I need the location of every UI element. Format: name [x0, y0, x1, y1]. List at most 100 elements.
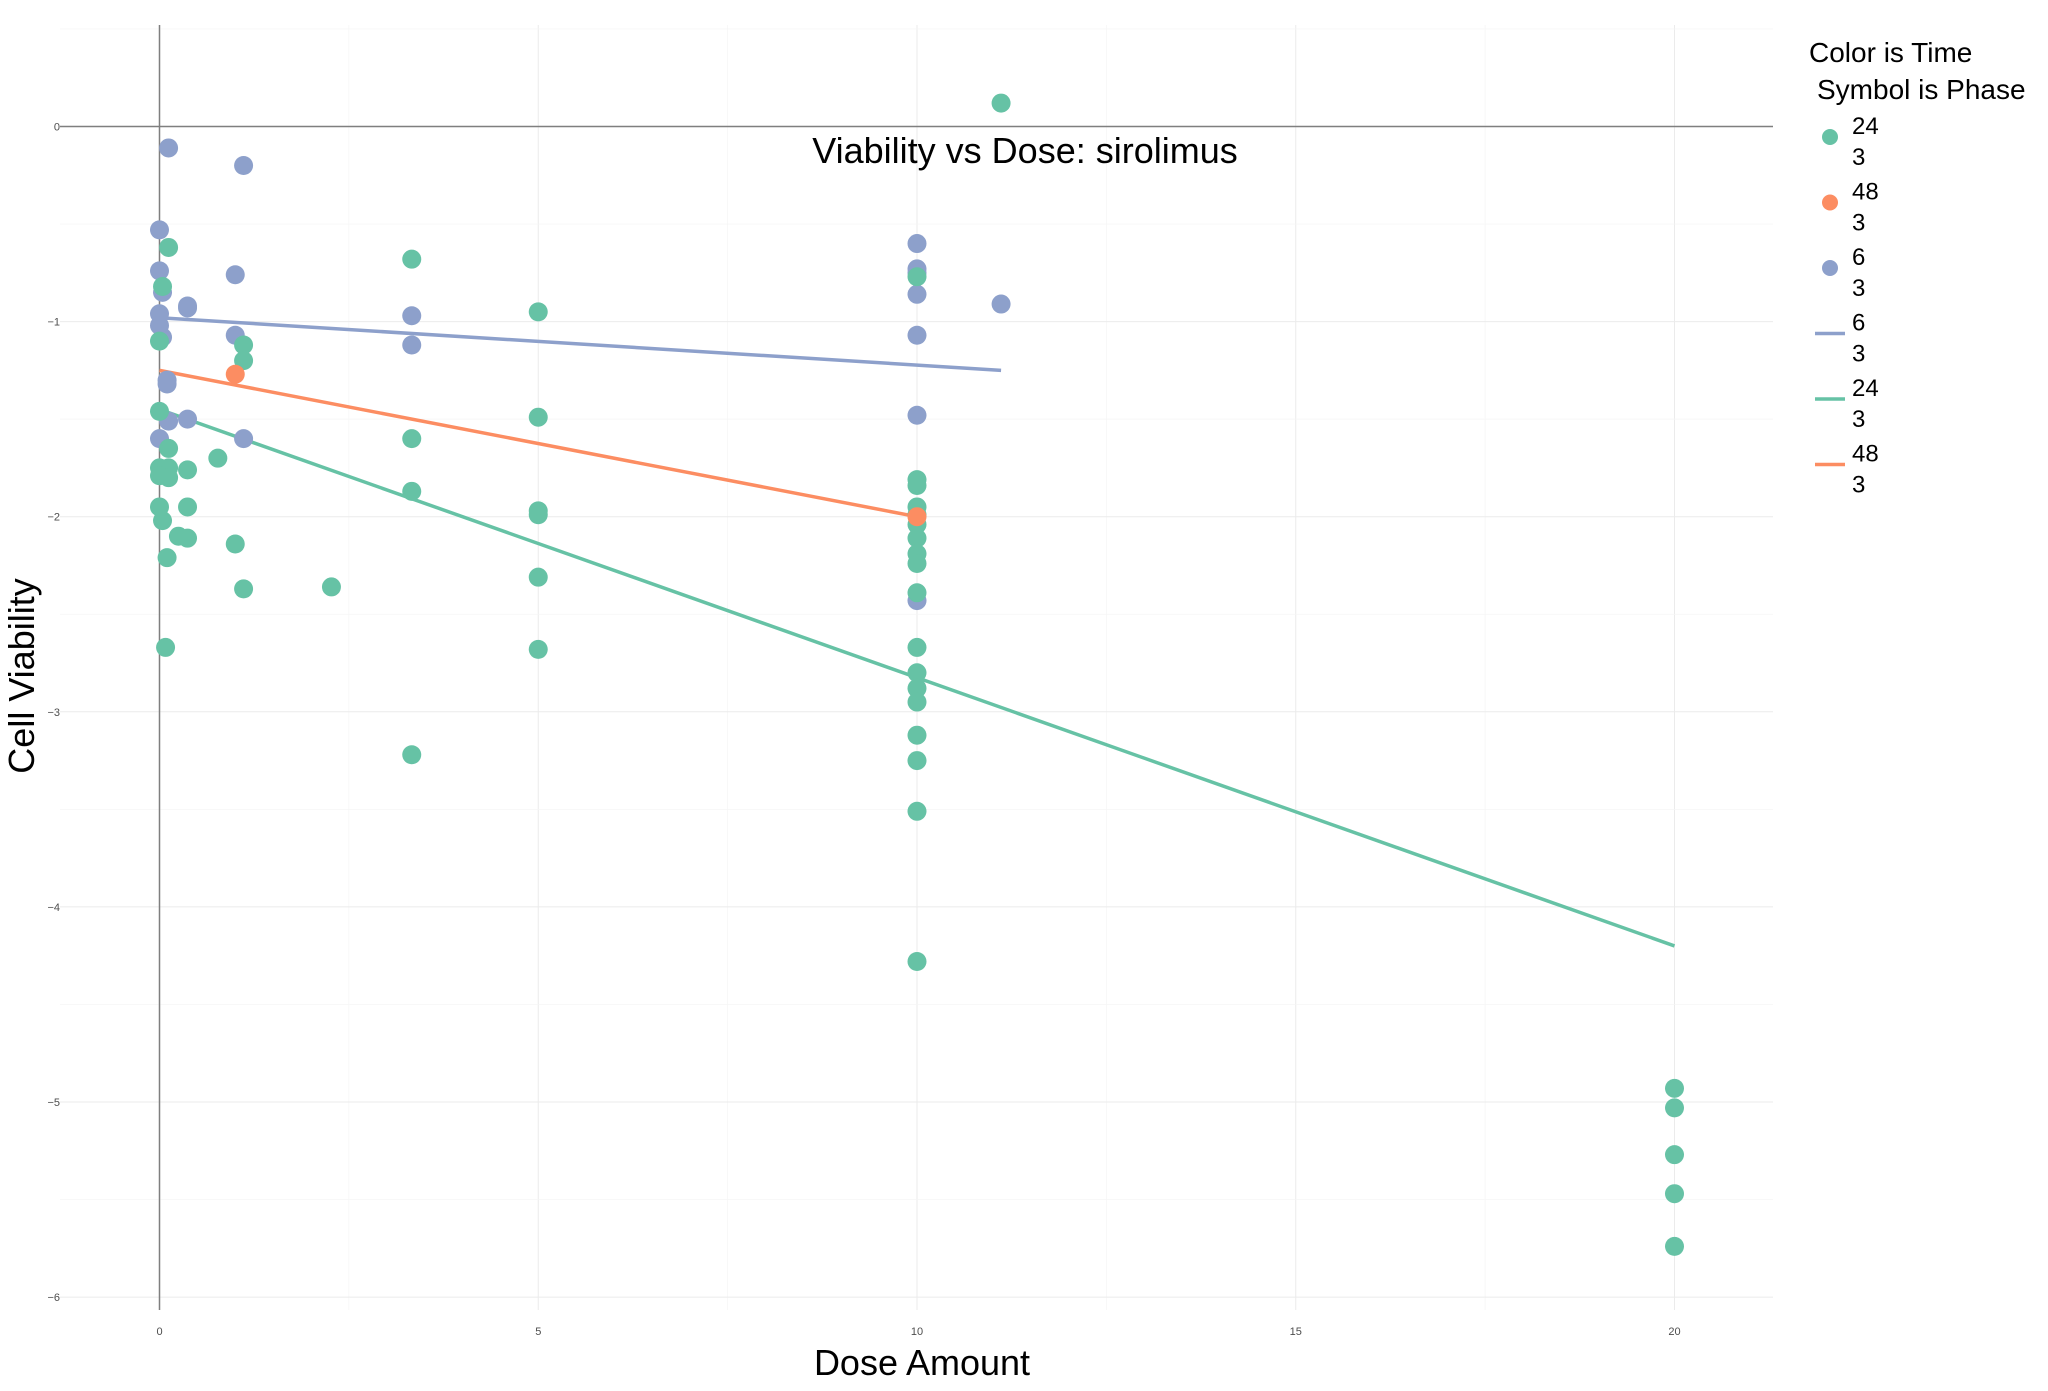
- data-point-time-24: [159, 468, 179, 488]
- x-tick-label: 0: [156, 1326, 162, 1338]
- x-tick-label: 10: [911, 1326, 923, 1338]
- data-point-time-6: [234, 156, 254, 176]
- data-point-time-24: [178, 528, 198, 548]
- data-point-time-24: [1665, 1098, 1684, 1118]
- data-point-time-24: [1665, 1184, 1684, 1204]
- data-point-time-24: [153, 511, 173, 531]
- y-tick-label: 0: [54, 122, 60, 134]
- data-point-time-24: [1665, 1236, 1684, 1256]
- data-point-time-24: [907, 952, 927, 972]
- data-point-time-6: [907, 325, 927, 345]
- data-point-time-6: [225, 265, 245, 285]
- data-point-time-6: [157, 374, 177, 394]
- data-point-time-24: [153, 276, 173, 296]
- legend-label-phase: 3: [1852, 341, 1865, 368]
- data-point-time-24: [234, 335, 254, 355]
- legend-label-phase: 3: [1852, 210, 1865, 237]
- data-point-time-48: [225, 364, 245, 384]
- data-point-time-24: [907, 751, 927, 771]
- y-tick-label: −3: [47, 707, 60, 719]
- data-point-time-6: [907, 234, 927, 254]
- data-point-time-6: [907, 405, 927, 425]
- x-tick-label: 5: [535, 1326, 541, 1338]
- data-point-time-24: [907, 801, 927, 821]
- data-point-time-24: [402, 481, 422, 501]
- trend-line-time-6: [159, 315, 1002, 373]
- data-point-time-24: [156, 637, 176, 657]
- data-point-time-6: [907, 284, 927, 304]
- data-point-time-6: [234, 429, 254, 449]
- data-point-time-24: [528, 407, 548, 427]
- y-axis-title: Cell Viability: [1, 578, 42, 773]
- legend-point-key-time-6: [1822, 260, 1838, 276]
- data-point-time-24: [402, 249, 422, 269]
- trend-line-time-48: [159, 368, 918, 519]
- y-tick-label: −2: [47, 512, 60, 524]
- legend-label-time: 48: [1852, 441, 1879, 468]
- data-point-time-24: [178, 460, 198, 480]
- data-point-time-24: [907, 554, 927, 574]
- legend: Color is Time Symbol is Phase 24 3 48 3 6 3 6 3…: [1809, 37, 2026, 499]
- data-point-time-24: [402, 745, 422, 765]
- legend-label-time: 24: [1852, 375, 1879, 402]
- data-point-time-24: [907, 583, 927, 603]
- x-tick-label: 20: [1668, 1326, 1680, 1338]
- y-tick-label: −1: [47, 317, 60, 329]
- data-point-time-24: [150, 401, 169, 421]
- legend-label-time: 6: [1852, 310, 1865, 337]
- data-point-time-6: [178, 409, 198, 429]
- data-point-time-24: [178, 497, 198, 517]
- legend-label-phase: 3: [1852, 406, 1865, 433]
- data-point-time-6: [402, 335, 422, 355]
- data-point-time-6: [178, 298, 198, 318]
- data-point-time-6: [159, 138, 179, 158]
- legend-label-time: 24: [1852, 113, 1879, 140]
- data-point-time-24: [528, 505, 548, 525]
- data-point-time-24: [1665, 1078, 1684, 1098]
- data-point-time-24: [157, 548, 177, 568]
- legend-label-phase: 3: [1852, 472, 1865, 499]
- legend-title-color: Color is Time: [1809, 37, 1972, 68]
- data-point-time-24: [150, 331, 169, 351]
- data-point-time-24: [907, 678, 927, 698]
- data-point-time-24: [208, 448, 228, 468]
- data-point-time-24: [991, 93, 1011, 113]
- y-tick-label: −6: [47, 1292, 60, 1304]
- y-tick-label: −5: [47, 1097, 60, 1109]
- data-points: [150, 93, 1684, 1256]
- data-point-time-24: [907, 267, 927, 287]
- data-point-time-24: [907, 528, 927, 548]
- legend-point-key-time-48: [1822, 194, 1838, 211]
- data-point-time-24: [234, 579, 254, 599]
- data-point-time-24: [528, 302, 548, 322]
- data-point-time-24: [528, 567, 548, 587]
- legend-label-time: 48: [1852, 179, 1879, 206]
- data-point-time-24: [321, 577, 341, 597]
- data-point-time-6: [402, 306, 422, 326]
- legend-point-key-time-24: [1822, 129, 1838, 145]
- data-point-time-24: [1665, 1145, 1684, 1165]
- data-point-time-24: [907, 692, 927, 712]
- data-point-time-24: [907, 637, 927, 657]
- legend-label-phase: 3: [1852, 144, 1865, 171]
- data-point-time-24: [402, 429, 422, 449]
- x-tick-label: 15: [1290, 1326, 1302, 1338]
- data-point-time-24: [234, 351, 254, 371]
- chart-title: Viability vs Dose: sirolimus: [812, 130, 1237, 171]
- data-point-time-24: [907, 663, 927, 683]
- data-point-time-24: [528, 639, 548, 659]
- x-axis-title: Dose Amount: [814, 1342, 1030, 1383]
- data-point-time-24: [225, 534, 245, 554]
- y-tick-label: −4: [47, 902, 60, 914]
- data-point-time-6: [150, 220, 169, 240]
- data-point-time-24: [907, 475, 927, 495]
- legend-label-phase: 3: [1852, 275, 1865, 302]
- data-point-time-24: [159, 237, 179, 257]
- legend-label-time: 6: [1852, 244, 1865, 271]
- data-point-time-48: [907, 507, 927, 527]
- data-point-time-24: [907, 725, 927, 745]
- data-point-time-6: [150, 261, 169, 281]
- data-point-time-6: [991, 294, 1011, 314]
